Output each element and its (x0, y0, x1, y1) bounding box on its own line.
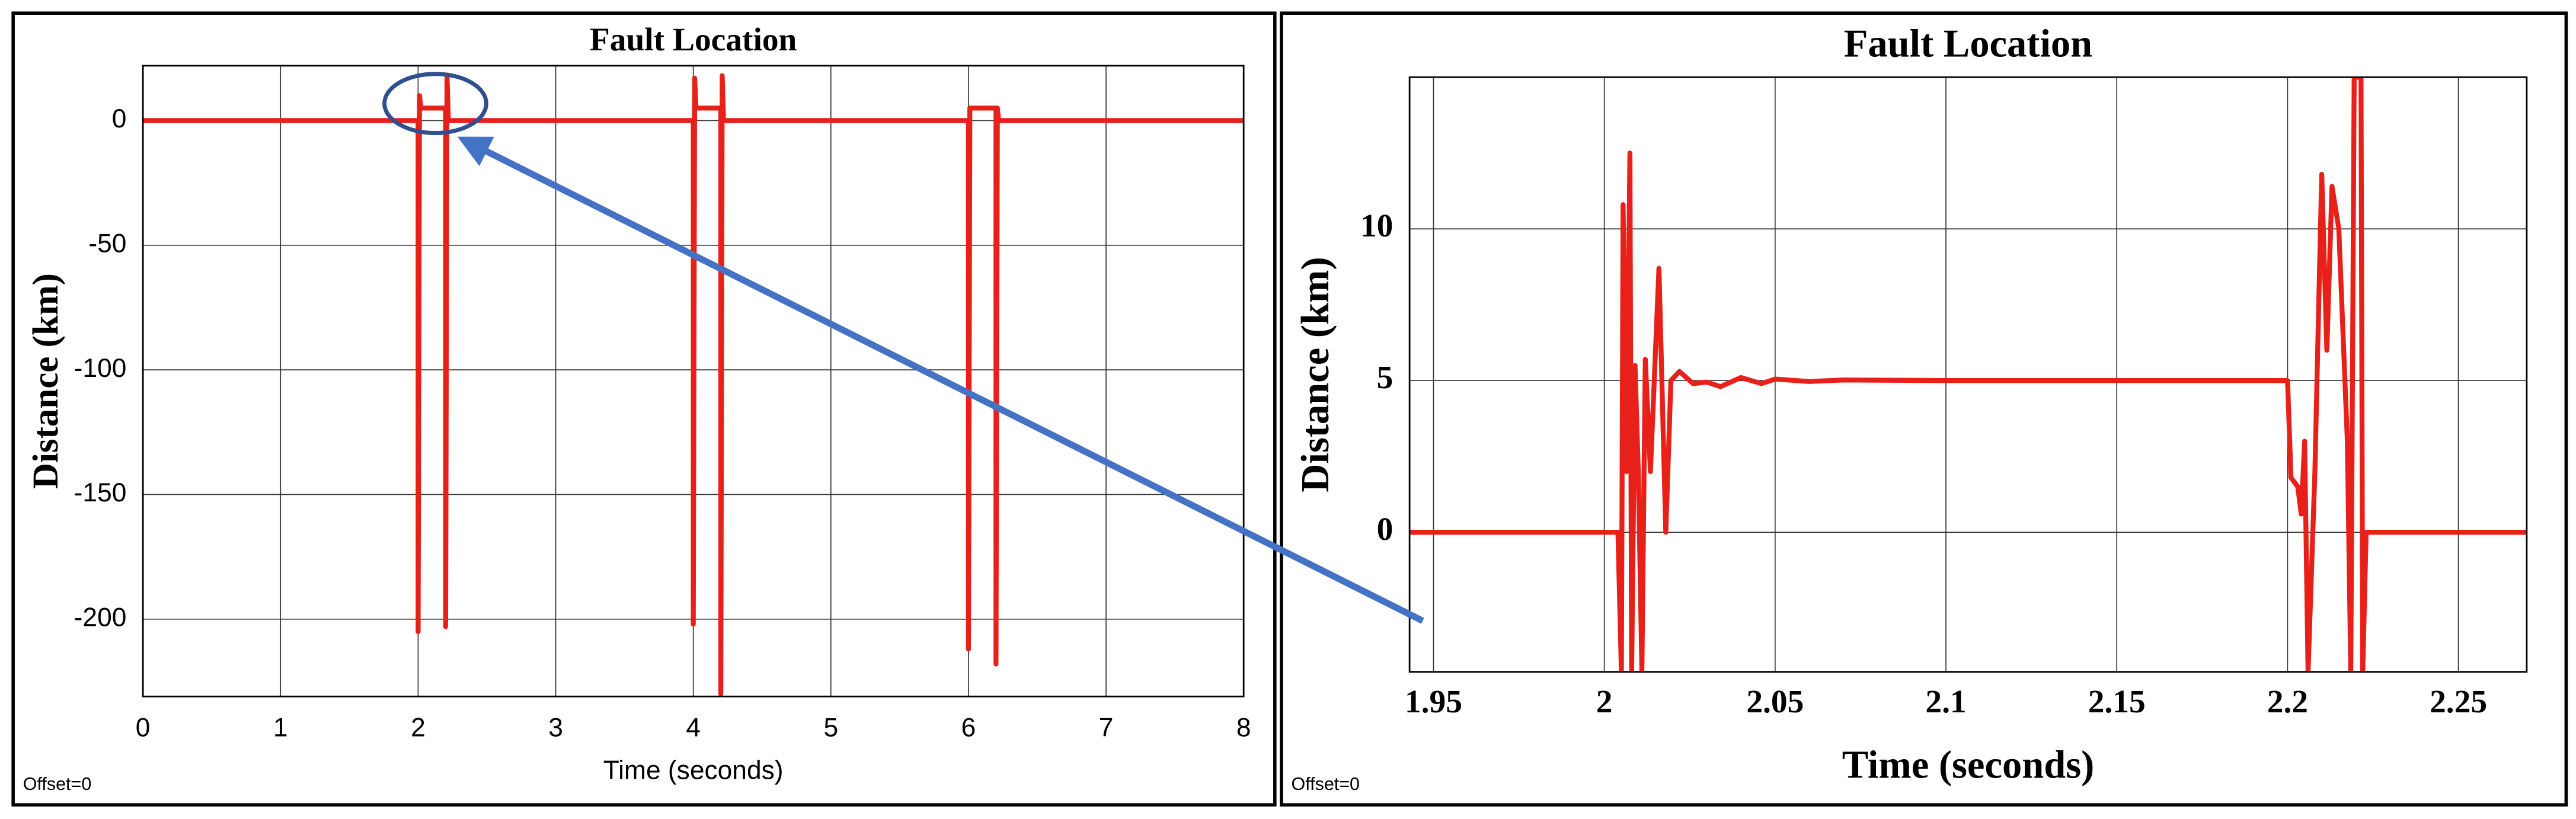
x-tick-label: 4 (686, 713, 701, 742)
zoom-ellipse (382, 72, 488, 135)
x-axis-label: Time (seconds) (1842, 743, 2095, 786)
annotation: Offset=0 (23, 774, 91, 794)
x-tick-label: 6 (961, 713, 976, 742)
y-tick-label: -150 (74, 478, 127, 507)
y-tick-label: 5 (1377, 359, 1394, 395)
x-tick-label: 7 (1099, 713, 1114, 742)
x-tick-label: 8 (1236, 713, 1251, 742)
y-tick-label: 0 (1377, 511, 1394, 547)
x-axis-label: Time (seconds) (603, 756, 784, 785)
x-tick-label: 1 (273, 713, 288, 742)
x-tick-label: 2.25 (2430, 683, 2487, 719)
x-tick-label: 0 (136, 713, 151, 742)
plot-frame (1408, 76, 2528, 673)
x-tick-label: 2 (411, 713, 426, 742)
x-tick-label: 2 (1596, 683, 1613, 719)
y-tick-label: -200 (74, 603, 127, 632)
x-tick-label: 2.2 (2267, 683, 2308, 719)
y-axis-label: Distance (km) (1294, 257, 1337, 492)
x-tick-label: 2.1 (1925, 683, 1966, 719)
plot-frame (142, 65, 1245, 698)
x-tick-label: 3 (548, 713, 563, 742)
plot-area (1410, 77, 2527, 672)
chart-title: Fault Location (590, 21, 797, 57)
y-axis-label: Distance (km) (26, 273, 66, 489)
zoom-arrow (457, 136, 1424, 624)
x-tick-label: 2.05 (1746, 683, 1804, 719)
x-tick-label: 2.15 (2088, 683, 2146, 719)
chart-title: Fault Location (1844, 23, 2092, 66)
annotation: Offset=0 (1292, 774, 1360, 794)
y-tick-label: -100 (74, 354, 127, 383)
y-tick-label: 0 (112, 104, 127, 133)
y-tick-label: -50 (88, 229, 126, 258)
data-line (143, 73, 1244, 697)
data-line (1410, 77, 2527, 672)
x-tick-label: 1.95 (1405, 683, 1462, 719)
x-tick-label: 5 (823, 713, 838, 742)
y-tick-label: 10 (1360, 207, 1393, 244)
